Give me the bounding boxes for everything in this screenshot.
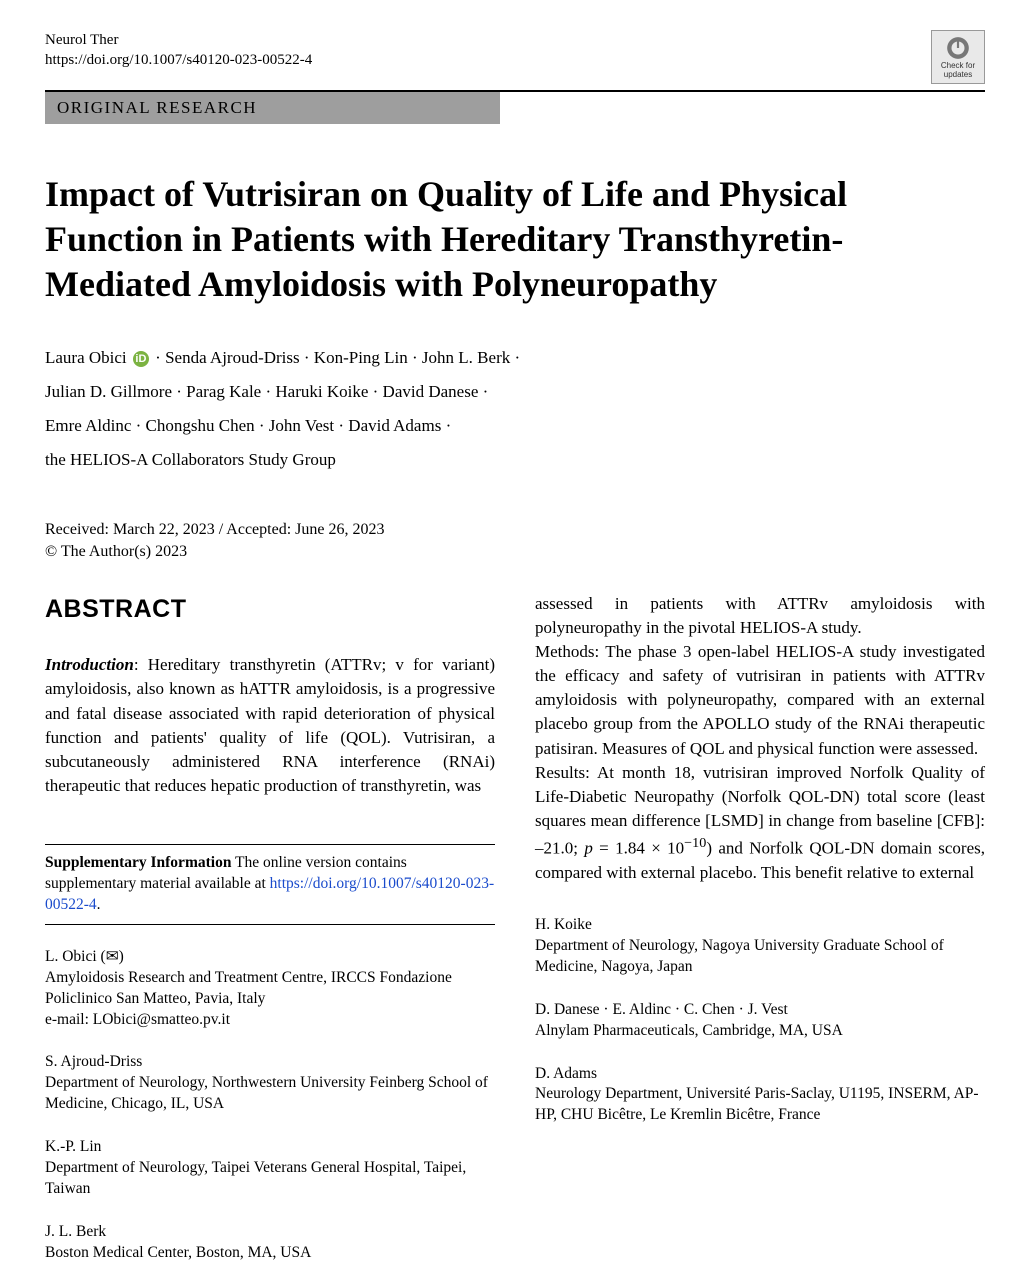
affil-name: L. Obici (✉)	[45, 947, 495, 968]
affiliations-left: L. Obici (✉) Amyloidosis Research and Tr…	[45, 947, 495, 1264]
author-row-4: the HELIOS-A Collaborators Study Group	[45, 443, 985, 477]
crossmark-icon	[945, 35, 971, 61]
doi-url[interactable]: https://doi.org/10.1007/s40120-023-00522…	[45, 50, 312, 70]
affil-item: H. Koike Department of Neurology, Nagoya…	[535, 915, 985, 978]
affil-line: Amyloidosis Research and Treatment Centr…	[45, 968, 495, 1010]
author-row-1: Laura Obici iD · Senda Ajroud-Driss · Ko…	[45, 341, 985, 375]
received-accepted: Received: March 22, 2023 / Accepted: Jun…	[45, 519, 985, 541]
affil-item: L. Obici (✉) Amyloidosis Research and Tr…	[45, 947, 495, 1031]
methods-text: : The phase 3 open-label HELIOS-A study …	[535, 642, 985, 758]
orcid-icon[interactable]: iD	[133, 351, 149, 367]
affil-name: K.-P. Lin	[45, 1137, 495, 1158]
badge-text2: updates	[944, 70, 972, 79]
affil-line: Department of Neurology, Taipei Veterans…	[45, 1158, 495, 1200]
results-label: Results	[535, 763, 585, 782]
methods-label: Methods	[535, 642, 595, 661]
affil-item: K.-P. Lin Department of Neurology, Taipe…	[45, 1137, 495, 1200]
right-column: assessed in patients with ATTRv amyloido…	[535, 592, 985, 1264]
article-title: Impact of Vutrisiran on Quality of Life …	[45, 172, 985, 307]
affil-line: Alnylam Pharmaceuticals, Cambridge, MA, …	[535, 1021, 985, 1042]
affil-name: H. Koike	[535, 915, 985, 936]
intro-continued: assessed in patients with ATTRv amyloido…	[535, 592, 985, 640]
copyright: © The Author(s) 2023	[45, 541, 985, 563]
intro-text: : Hereditary transthyretin (ATTRv; v for…	[45, 655, 495, 795]
article-type: ORIGINAL RESEARCH	[45, 92, 500, 124]
affil-name: D. Danese · E. Aldinc · C. Chen · J. Ves…	[535, 1000, 985, 1021]
methods-paragraph: Methods: The phase 3 open-label HELIOS-A…	[535, 640, 985, 761]
affil-name: J. L. Berk	[45, 1222, 495, 1243]
results-text-b: = 1.84 × 10	[593, 839, 684, 858]
intro-paragraph: Introduction: Hereditary transthyretin (…	[45, 653, 495, 798]
affil-name: D. Adams	[535, 1064, 985, 1085]
supp-period: .	[97, 896, 101, 913]
supplementary-block: Supplementary Information The online ver…	[45, 844, 495, 925]
intro-label: Introduction	[45, 655, 134, 674]
affil-item: J. L. Berk Boston Medical Center, Boston…	[45, 1222, 495, 1264]
affil-line: Boston Medical Center, Boston, MA, USA	[45, 1243, 495, 1264]
affil-item: D. Danese · E. Aldinc · C. Chen · J. Ves…	[535, 1000, 985, 1042]
header-row: Neurol Ther https://doi.org/10.1007/s401…	[45, 30, 985, 84]
two-column-body: ABSTRACT Introduction: Hereditary transt…	[45, 592, 985, 1264]
author-list: Laura Obici iD · Senda Ajroud-Driss · Ko…	[45, 341, 985, 477]
author-names-1b: · Senda Ajroud-Driss · Kon-Ping Lin · Jo…	[155, 348, 520, 367]
affil-item: S. Ajroud-Driss Department of Neurology,…	[45, 1052, 495, 1115]
author-row-2: Julian D. Gillmore · Parag Kale · Haruki…	[45, 375, 985, 409]
author-row-3: Emre Aldinc · Chongshu Chen · John Vest …	[45, 409, 985, 443]
affil-item: D. Adams Neurology Department, Universit…	[535, 1064, 985, 1127]
journal-info: Neurol Ther https://doi.org/10.1007/s401…	[45, 30, 312, 71]
p-italic: p	[584, 839, 593, 858]
affil-name: S. Ajroud-Driss	[45, 1052, 495, 1073]
dates-block: Received: March 22, 2023 / Accepted: Jun…	[45, 519, 985, 564]
badge-text1: Check for	[941, 61, 975, 70]
affil-line: Neurology Department, Université Paris-S…	[535, 1084, 985, 1126]
left-column: ABSTRACT Introduction: Hereditary transt…	[45, 592, 495, 1264]
results-paragraph: Results: At month 18, vutrisiran improve…	[535, 761, 985, 885]
author-name: Laura Obici	[45, 348, 127, 367]
affil-line: Department of Neurology, Nagoya Universi…	[535, 936, 985, 978]
check-updates-badge[interactable]: Check for updates	[931, 30, 985, 84]
abstract-heading: ABSTRACT	[45, 592, 495, 628]
results-exp: −10	[684, 835, 706, 851]
journal-name: Neurol Ther	[45, 30, 312, 50]
supp-title: Supplementary Information	[45, 854, 231, 871]
affil-line: Department of Neurology, Northwestern Un…	[45, 1073, 495, 1115]
affil-line: e-mail: LObici@smatteo.pv.it	[45, 1010, 495, 1031]
affiliations-right: H. Koike Department of Neurology, Nagoya…	[535, 915, 985, 1126]
